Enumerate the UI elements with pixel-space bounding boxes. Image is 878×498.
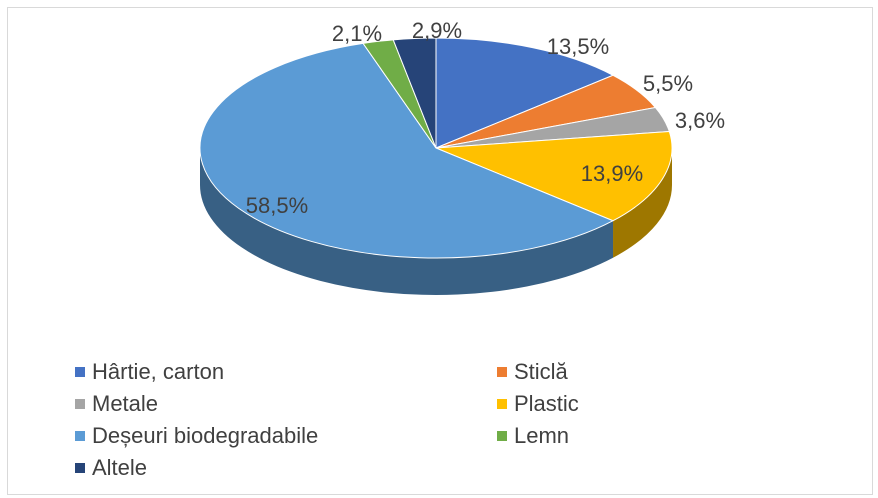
data-label: 2,1% bbox=[332, 21, 382, 46]
legend-swatch bbox=[497, 431, 507, 441]
data-label: 3,6% bbox=[675, 108, 725, 133]
data-label: 13,5% bbox=[547, 34, 609, 59]
legend-swatch bbox=[75, 367, 85, 377]
legend-swatch bbox=[497, 399, 507, 409]
slice-side bbox=[613, 148, 672, 258]
data-label: 2,9% bbox=[412, 18, 462, 43]
legend-swatch bbox=[497, 367, 507, 377]
legend-label: Sticlă bbox=[514, 359, 569, 384]
slice bbox=[435, 37, 615, 149]
legend-label: Lemn bbox=[514, 423, 569, 448]
data-label: 58,5% bbox=[246, 193, 308, 218]
legend-label: Hârtie, carton bbox=[92, 359, 224, 384]
slice bbox=[392, 37, 437, 149]
legend-label: Plastic bbox=[514, 391, 579, 416]
slice bbox=[199, 42, 615, 259]
legend-label: Deșeuri biodegradabile bbox=[92, 423, 318, 448]
legend-swatch bbox=[75, 399, 85, 409]
slice bbox=[435, 130, 673, 222]
data-label: 5,5% bbox=[643, 71, 693, 96]
legend-label: Metale bbox=[92, 391, 158, 416]
slice-side bbox=[200, 148, 614, 295]
legend-label: Altele bbox=[92, 455, 147, 480]
legend-swatch bbox=[75, 463, 85, 473]
legend-swatch bbox=[75, 431, 85, 441]
data-label: 13,9% bbox=[581, 161, 643, 186]
